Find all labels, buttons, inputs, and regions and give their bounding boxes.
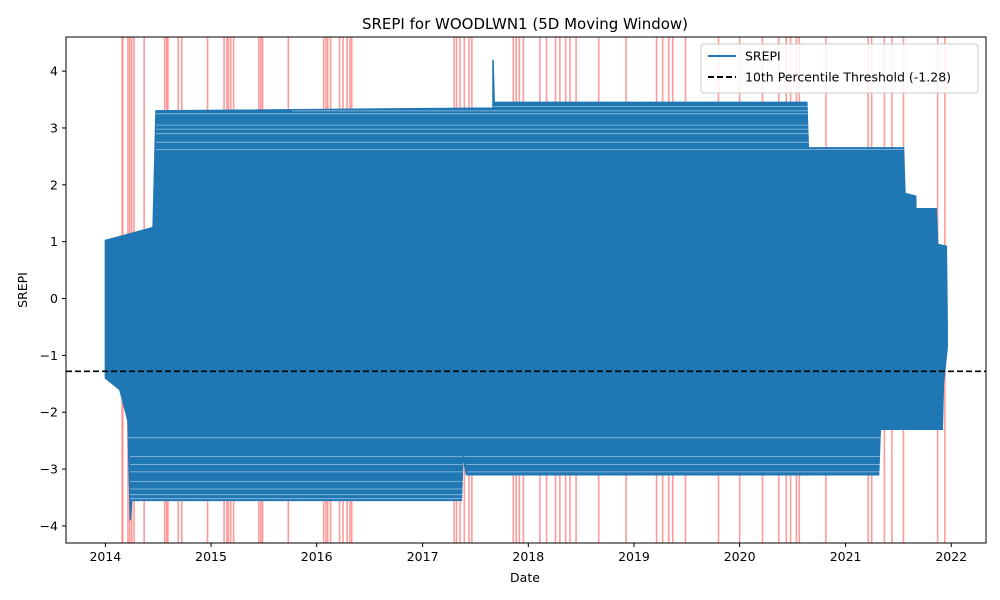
x-axis-label: Date — [510, 570, 540, 585]
y-axis-ticks: 4 3 2 1 0 −1 −2 −3 −4 — [40, 64, 66, 533]
chart-title: SREPI for WOODLWN1 (5D Moving Window) — [362, 15, 688, 33]
x-tick-label: 2018 — [512, 549, 544, 564]
legend-label-srepi: SREPI — [745, 49, 781, 64]
y-tick-label: 2 — [50, 177, 58, 192]
y-tick-label: 0 — [50, 291, 58, 306]
y-tick-label: −2 — [40, 405, 58, 420]
legend-box — [700, 43, 979, 94]
y-tick-label: −4 — [40, 518, 58, 533]
y-tick-label: 4 — [50, 64, 58, 79]
x-tick-label: 2015 — [195, 549, 227, 564]
y-tick-label: −3 — [40, 462, 58, 477]
x-tick-label: 2019 — [618, 549, 650, 564]
y-axis-label: SREPI — [15, 272, 30, 308]
y-tick-label: 1 — [50, 234, 58, 249]
y-tick-label: −1 — [40, 348, 58, 363]
x-tick-label: 2014 — [89, 549, 121, 564]
legend: SREPI 10th Percentile Threshold (-1.28) — [700, 43, 979, 94]
x-axis-ticks: 2014 2015 2016 2017 2018 2019 2020 2021 2022 — [89, 543, 967, 564]
x-tick-label: 2020 — [724, 549, 756, 564]
plot-frame — [65, 36, 987, 544]
y-tick-label: 3 — [50, 120, 58, 135]
x-tick-label: 2017 — [407, 549, 439, 564]
x-tick-label: 2021 — [830, 549, 862, 564]
legend-label-threshold: 10th Percentile Threshold (-1.28) — [745, 70, 951, 85]
srepi-line — [104, 59, 948, 521]
x-tick-label: 2022 — [935, 549, 967, 564]
srepi-series — [104, 59, 948, 521]
x-tick-label: 2016 — [301, 549, 333, 564]
